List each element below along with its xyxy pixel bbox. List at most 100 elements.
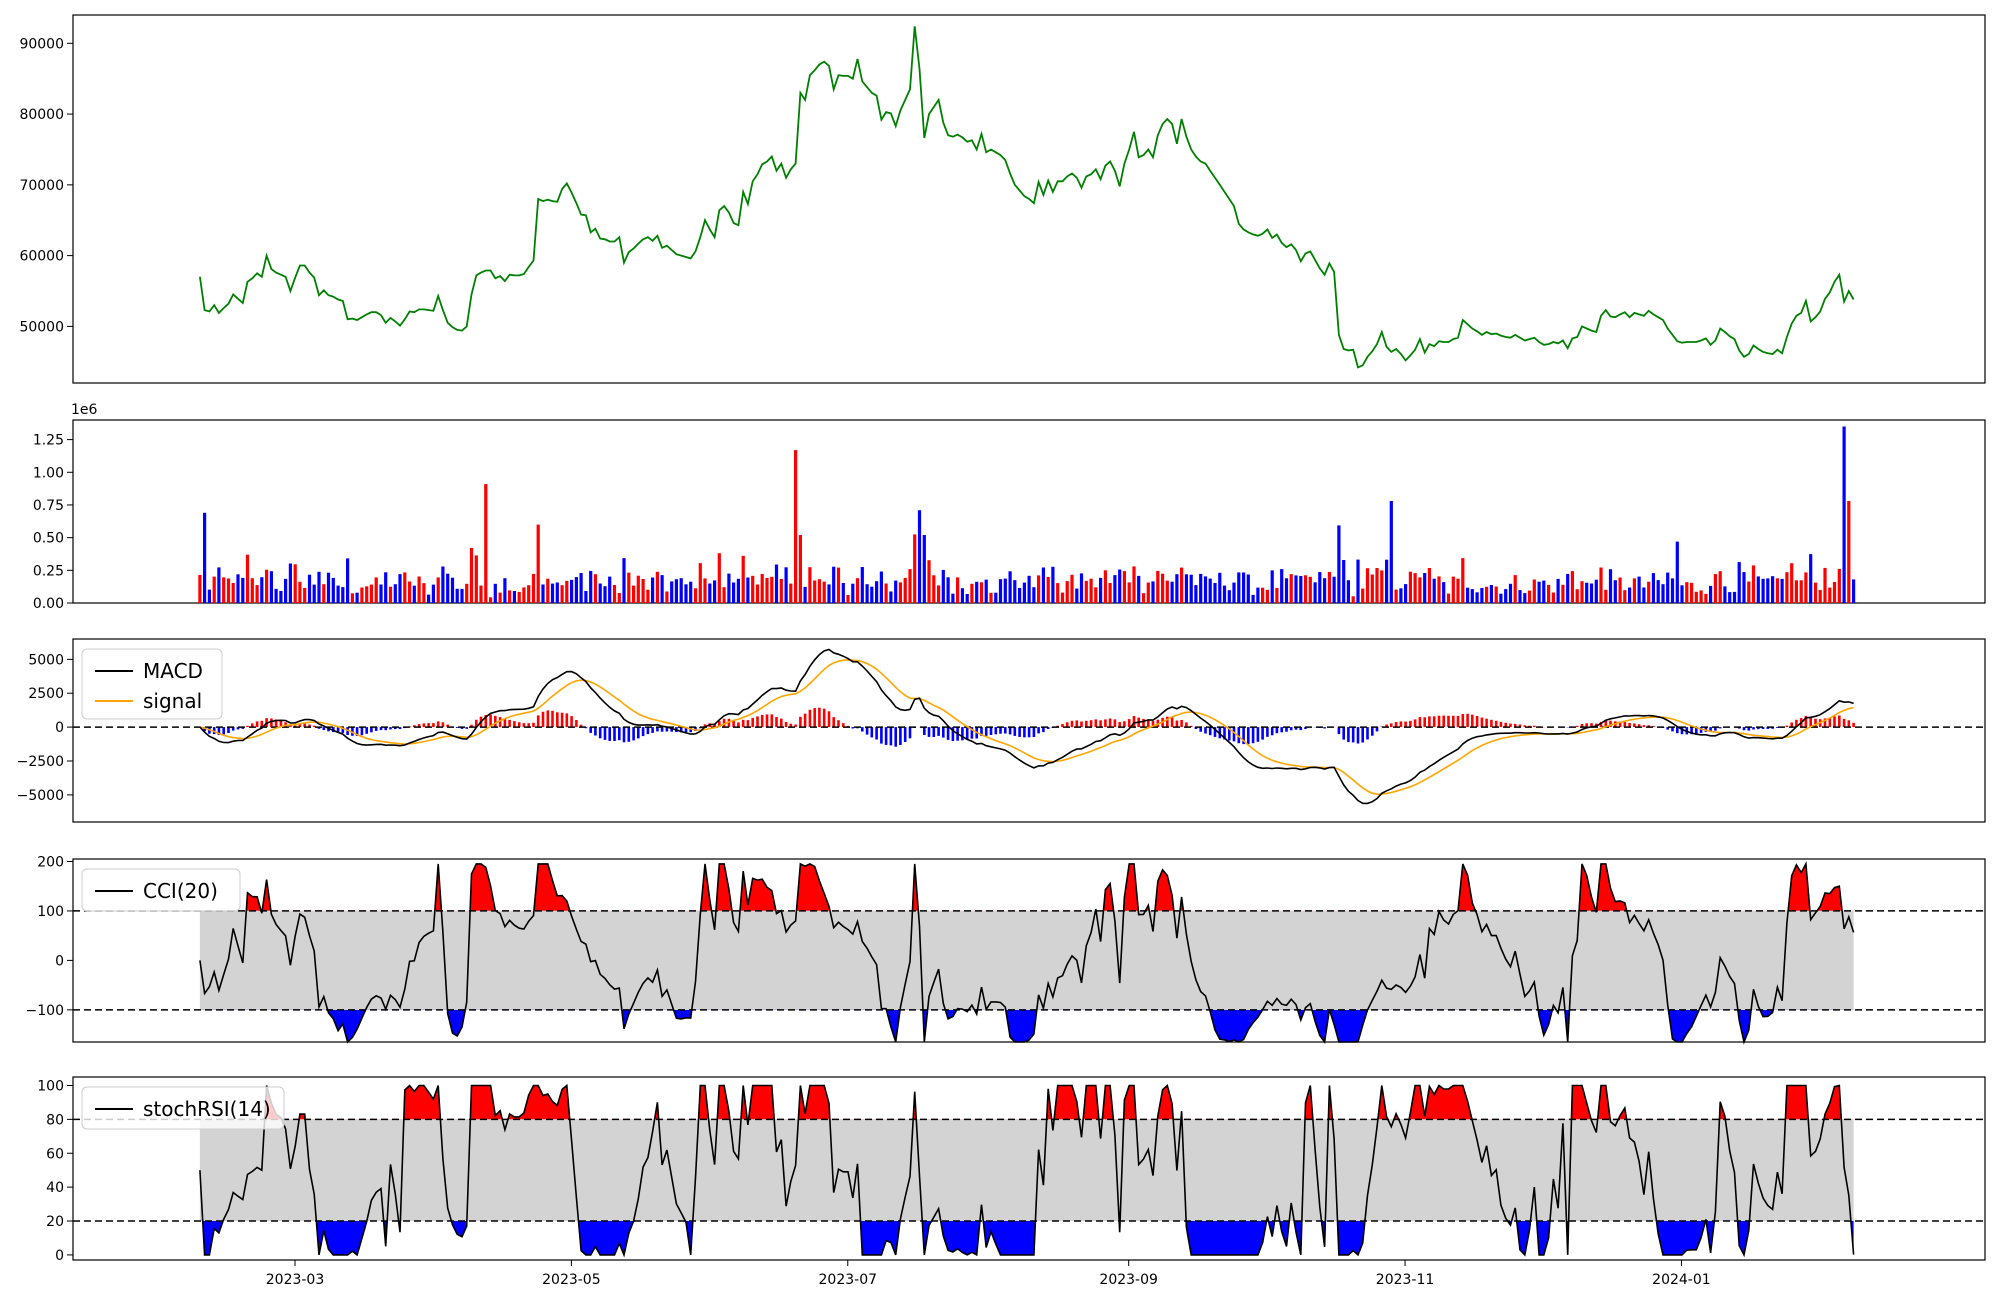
macd-hist-bar	[513, 721, 516, 727]
volume-bar	[765, 578, 768, 603]
volume-bar	[1838, 569, 1841, 603]
macd-hist-bar	[1037, 727, 1040, 733]
volume-bar	[284, 579, 287, 603]
volume-bar	[942, 570, 945, 603]
macd-hist-bar	[222, 727, 225, 734]
volume-bar	[565, 581, 568, 603]
volume-bar	[265, 570, 268, 603]
volume-bar	[1747, 582, 1750, 604]
volume-bar	[1361, 589, 1364, 603]
macd-hist-bar	[1080, 722, 1083, 728]
volume-bar	[270, 571, 273, 603]
volume-bar	[1151, 581, 1154, 603]
volume-bar	[723, 587, 726, 603]
volume-bar	[1290, 574, 1293, 603]
volume-bar	[222, 577, 225, 603]
volume-bar	[556, 583, 559, 604]
volume-bar	[1528, 591, 1531, 603]
volume-bar	[470, 548, 473, 603]
volume-bar	[1766, 578, 1769, 603]
macd-hist-bar	[751, 718, 754, 727]
macd-hist-bar	[628, 727, 631, 742]
volume-bar	[1051, 567, 1054, 603]
volume-bar	[1070, 575, 1073, 603]
volume-bar	[1075, 589, 1078, 603]
macd-hist-bar	[1395, 722, 1398, 727]
volume-bar	[1614, 580, 1617, 603]
volume-bar	[947, 577, 950, 603]
volume-bar	[1671, 578, 1674, 603]
volume-bar	[1028, 576, 1031, 603]
stochrsi-ytick-label: 100	[37, 1078, 64, 1094]
volume-bar	[1175, 574, 1178, 603]
macd-hist-bar	[780, 719, 783, 728]
volume-bar	[1690, 583, 1693, 603]
macd-hist-bar	[1366, 727, 1369, 739]
macd-hist-bar	[1404, 722, 1407, 728]
volume-bar	[927, 560, 930, 603]
macd-hist-bar	[933, 727, 936, 737]
macd-hist-bar	[928, 727, 931, 737]
macd-hist-bar	[651, 727, 654, 733]
volume-bar	[1409, 572, 1412, 603]
volume-bar	[375, 577, 378, 603]
macd-hist-bar	[1752, 727, 1755, 729]
volume-bar	[1456, 579, 1459, 603]
volume-bar	[1366, 568, 1369, 603]
macd-hist-bar	[861, 727, 864, 731]
volume-bar	[489, 597, 492, 603]
volume-bar	[1795, 580, 1798, 603]
macd-hist-bar	[732, 721, 735, 728]
macd-hist-bar	[966, 727, 969, 740]
macd-ytick-label: 5000	[28, 652, 64, 668]
volume-bar	[1680, 585, 1683, 603]
macd-hist-bar	[1471, 715, 1474, 727]
volume-bar	[1738, 562, 1741, 603]
volume-bar	[1280, 569, 1283, 603]
volume-bar	[1228, 590, 1231, 603]
macd-hist-bar	[570, 716, 573, 727]
volume-bar	[198, 575, 201, 603]
stochrsi-ytick-label: 20	[46, 1214, 64, 1230]
volume-bar	[379, 585, 382, 604]
volume-bar	[1099, 578, 1102, 603]
macd-hist-bar	[1171, 717, 1174, 727]
volume-bar	[1504, 589, 1507, 603]
macd-hist-bar	[556, 712, 559, 727]
volume-bar	[313, 585, 316, 603]
volume-bar	[1661, 584, 1664, 603]
volume-bar	[1266, 590, 1269, 603]
volume-bar	[246, 555, 249, 603]
macd-hist-bar	[1257, 727, 1260, 742]
macd-hist-bar	[1476, 716, 1479, 727]
macd-hist-bar	[504, 719, 507, 727]
volume-bar	[813, 581, 816, 604]
volume-bar	[994, 593, 997, 603]
macd-hist-bar	[809, 710, 812, 727]
volume-bar	[980, 582, 983, 603]
macd-hist-bar	[599, 727, 602, 738]
x-tick-label: 2023-11	[1376, 1272, 1435, 1288]
macd-hist-bar	[1485, 719, 1488, 728]
volume-bar	[484, 484, 487, 603]
volume-bar	[1628, 588, 1631, 604]
cci-ytick-label: 200	[37, 854, 64, 870]
macd-hist-bar	[828, 711, 831, 727]
x-tick-label: 2023-09	[1099, 1272, 1158, 1288]
macd-hist-bar	[532, 723, 535, 727]
volume-bar	[1132, 566, 1135, 603]
volume-bar	[1390, 501, 1393, 603]
volume-bar	[599, 584, 602, 604]
volume-bar	[637, 576, 640, 603]
volume-bar	[1509, 584, 1512, 603]
volume-bar	[446, 574, 449, 603]
macd-hist-bar	[1099, 720, 1102, 727]
volume-bar	[622, 558, 625, 603]
macd-hist-bar	[785, 722, 788, 727]
macd-hist-bar	[1014, 727, 1017, 736]
volume-bar	[1847, 501, 1850, 603]
macd-hist-bar	[270, 719, 273, 728]
macd-hist-bar	[1624, 722, 1627, 727]
volume-bar	[456, 589, 459, 603]
